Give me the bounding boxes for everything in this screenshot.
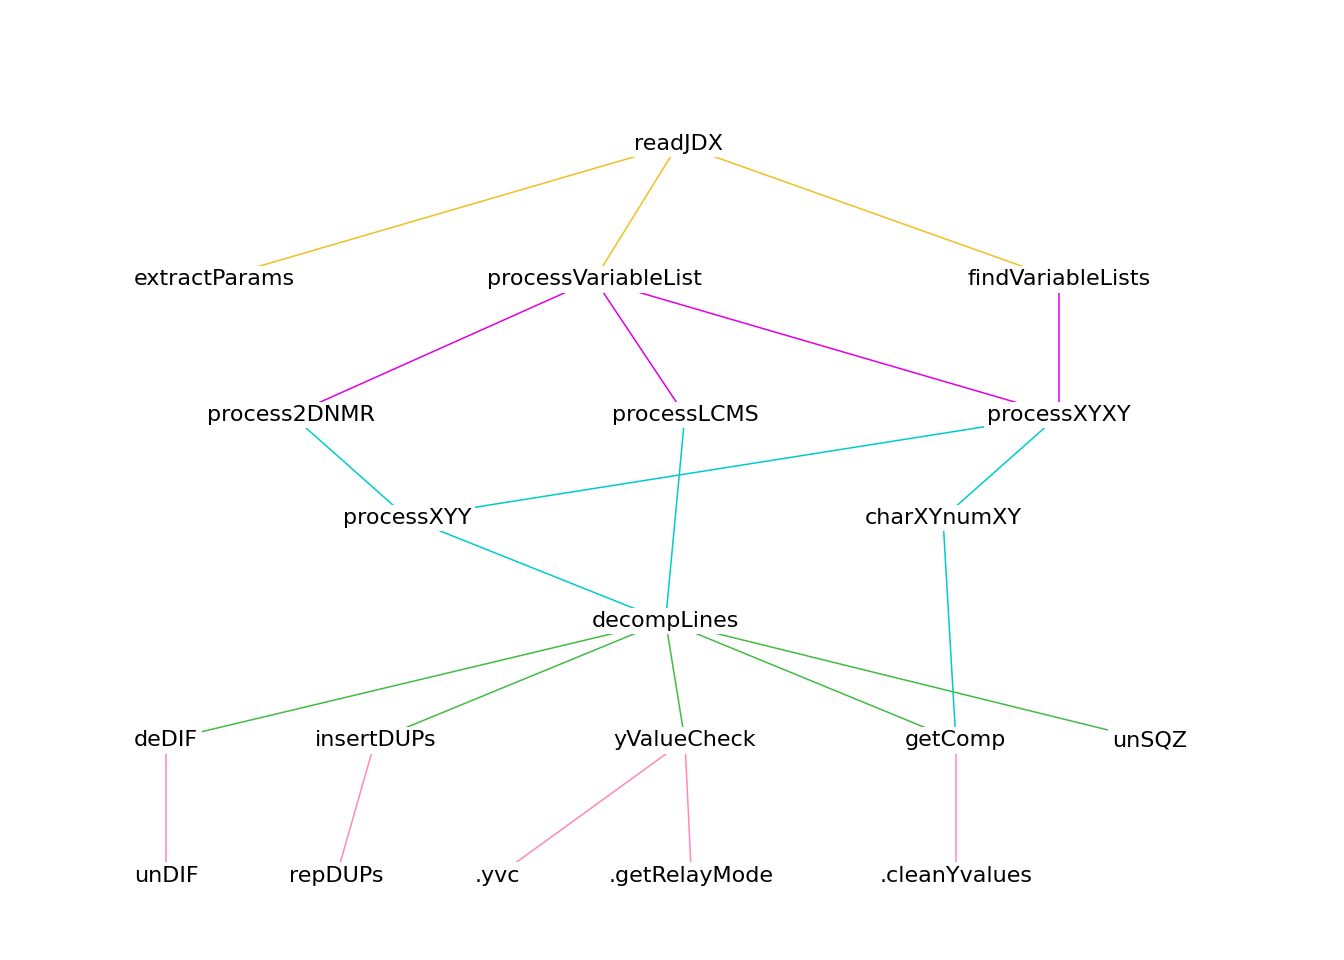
Text: processXYXY: processXYXY [988, 405, 1130, 425]
Text: processLCMS: processLCMS [612, 405, 758, 425]
Text: .getRelayMode: .getRelayMode [609, 866, 774, 886]
Text: extractParams: extractParams [133, 270, 294, 289]
Text: findVariableLists: findVariableLists [968, 270, 1150, 289]
Text: charXYnumXY: charXYnumXY [864, 508, 1021, 528]
Text: readJDX: readJDX [634, 133, 723, 154]
Text: unSQZ: unSQZ [1111, 731, 1187, 750]
Text: decompLines: decompLines [591, 611, 739, 631]
Text: processXYY: processXYY [343, 508, 472, 528]
Text: .cleanYvalues: .cleanYvalues [879, 866, 1032, 886]
Text: unDIF: unDIF [134, 866, 199, 886]
Text: processVariableList: processVariableList [487, 270, 702, 289]
Text: repDUPs: repDUPs [289, 866, 384, 886]
Text: .yvc: .yvc [474, 866, 520, 886]
Text: process2DNMR: process2DNMR [207, 405, 375, 425]
Text: getComp: getComp [905, 731, 1007, 750]
Text: deDIF: deDIF [134, 731, 199, 750]
Text: insertDUPs: insertDUPs [314, 731, 435, 750]
Text: yValueCheck: yValueCheck [614, 731, 757, 750]
